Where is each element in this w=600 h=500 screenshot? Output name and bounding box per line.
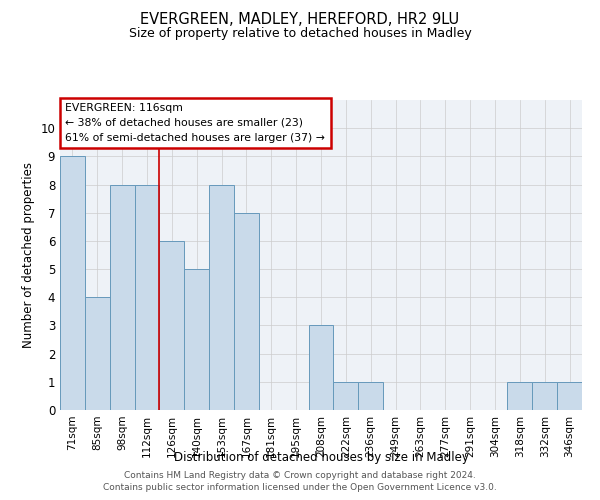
Bar [334,382,358,410]
Bar [85,298,110,410]
Text: Distribution of detached houses by size in Madley: Distribution of detached houses by size … [173,451,469,464]
Text: EVERGREEN: 116sqm
← 38% of detached houses are smaller (23)
61% of semi-detached: EVERGREEN: 116sqm ← 38% of detached hous… [65,103,325,142]
Bar [532,382,557,410]
Bar [110,184,134,410]
Bar [557,382,582,410]
Bar [134,184,160,410]
Text: Size of property relative to detached houses in Madley: Size of property relative to detached ho… [128,28,472,40]
Bar [234,212,259,410]
Text: EVERGREEN, MADLEY, HEREFORD, HR2 9LU: EVERGREEN, MADLEY, HEREFORD, HR2 9LU [140,12,460,28]
Bar [160,241,184,410]
Text: Contains HM Land Registry data © Crown copyright and database right 2024.
Contai: Contains HM Land Registry data © Crown c… [103,471,497,492]
Bar [60,156,85,410]
Bar [508,382,532,410]
Y-axis label: Number of detached properties: Number of detached properties [22,162,35,348]
Bar [184,269,209,410]
Bar [308,326,334,410]
Bar [209,184,234,410]
Bar [358,382,383,410]
